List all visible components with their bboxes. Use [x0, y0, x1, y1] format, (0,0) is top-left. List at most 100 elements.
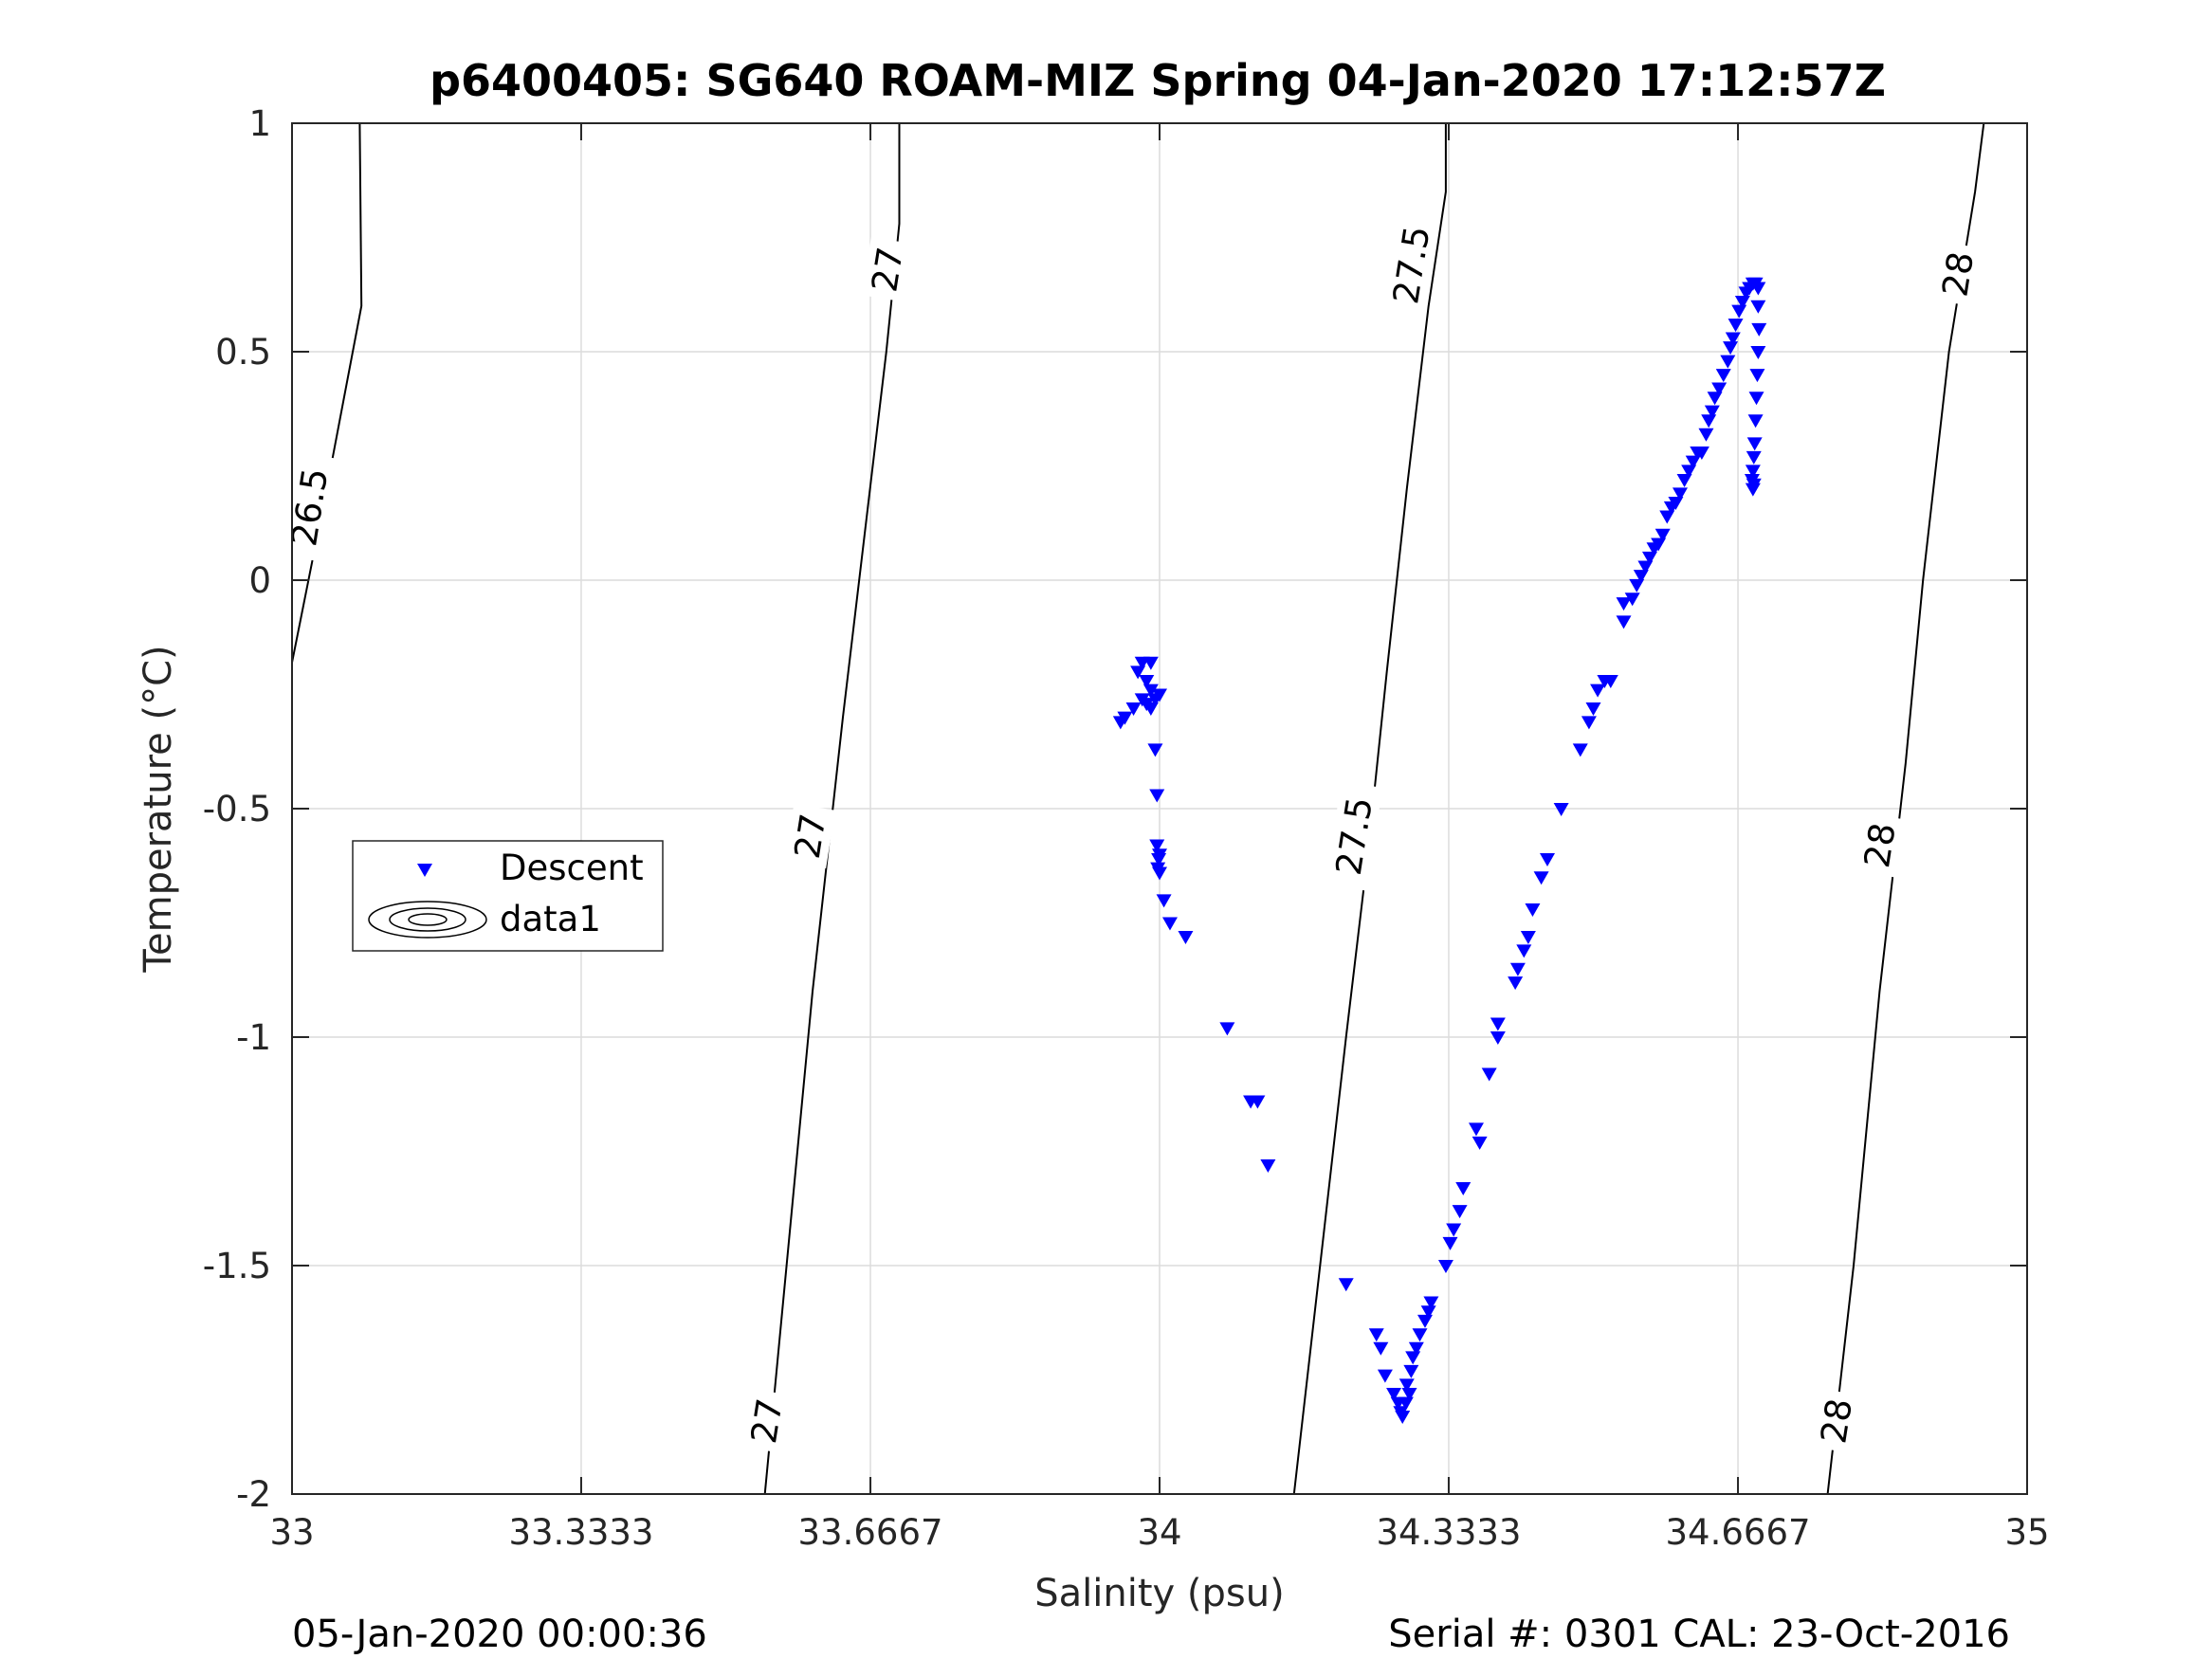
descent-point — [1373, 1341, 1389, 1356]
x-tick-label: 34.6667 — [1666, 1512, 1811, 1553]
y-axis-label: Temperature (°C) — [137, 645, 180, 973]
descent-point — [1147, 743, 1163, 757]
sigma-contour-27.5 — [1292, 123, 1447, 1494]
descent-point — [1412, 1328, 1428, 1342]
descent-point — [1452, 1205, 1468, 1219]
descent-point — [1468, 1122, 1484, 1137]
svg-text:28: 28 — [1813, 1395, 1860, 1446]
descent-point — [1616, 597, 1632, 611]
descent-point — [1125, 702, 1142, 716]
descent-point — [1750, 346, 1766, 359]
footer-date: 05-Jan-2020 00:00:36 — [292, 1613, 707, 1656]
descent-point — [1585, 702, 1601, 716]
descent-point — [1395, 1411, 1411, 1425]
descent-point — [1472, 1136, 1488, 1150]
descent-point — [1704, 405, 1720, 419]
descent-point — [1525, 903, 1541, 918]
descent-point — [1725, 332, 1741, 346]
descent-point — [1711, 382, 1728, 396]
descent-point — [1151, 853, 1167, 867]
x-tick-label: 35 — [2004, 1512, 2049, 1553]
descent-point — [1490, 1017, 1506, 1031]
svg-text:27: 27 — [743, 1395, 791, 1446]
descent-point — [1673, 487, 1688, 501]
descent-point — [1602, 675, 1618, 689]
x-tick-label: 33 — [269, 1512, 314, 1553]
descent-point — [1398, 1378, 1415, 1393]
descent-point — [1152, 866, 1167, 881]
descent-point — [1748, 392, 1764, 406]
descent-point — [1590, 684, 1606, 698]
descent-point — [1338, 1278, 1354, 1292]
y-tick-label: 1 — [248, 103, 271, 144]
descent-point — [1641, 551, 1657, 565]
descent-point — [1420, 1305, 1436, 1320]
contour-label: 27.5 — [1382, 210, 1440, 320]
descent-point — [1112, 716, 1128, 730]
descent-point — [1139, 675, 1155, 689]
descent-point — [1437, 1260, 1453, 1273]
svg-text:27: 27 — [787, 811, 834, 861]
descent-point — [1553, 803, 1569, 816]
contour-label: 28 — [1811, 1388, 1862, 1453]
svg-text:27: 27 — [864, 245, 911, 295]
descent-point — [1629, 578, 1645, 592]
legend-contour-icon — [368, 901, 487, 939]
descent-point — [1637, 560, 1654, 574]
contour-label: 27 — [784, 803, 835, 868]
contour-label: 27 — [862, 237, 913, 302]
descent-point — [1147, 693, 1163, 707]
descent-point — [1633, 570, 1649, 584]
descent-point — [1446, 1223, 1462, 1237]
descent-point — [1624, 592, 1640, 607]
axis-ticks: 33 33.3333 33.6667 34 34.3333 34.6667 35 -2 -1.5… — [203, 103, 2050, 1553]
descent-point — [1746, 437, 1763, 451]
legend-data1-label: data1 — [500, 899, 601, 939]
descent-point — [1668, 497, 1684, 511]
sigma-contour-26.5 — [292, 123, 363, 663]
descent-point — [1490, 1031, 1506, 1045]
contour-label: 28 — [1932, 242, 1983, 307]
descent-point — [1681, 465, 1697, 479]
descent-point — [1520, 930, 1536, 944]
x-tick-label: 33.6667 — [798, 1512, 943, 1553]
x-tick-label: 34.3333 — [1376, 1512, 1521, 1553]
descent-point — [1260, 1158, 1276, 1173]
descent-point — [1581, 716, 1597, 730]
descent-point — [1707, 392, 1723, 406]
descent-point — [1751, 322, 1767, 337]
descent-point — [1481, 1067, 1497, 1082]
x-axis-label: Salinity (psu) — [1034, 1572, 1284, 1615]
legend-box — [352, 840, 664, 952]
descent-point — [1156, 894, 1172, 908]
x-tick-label: 34 — [1137, 1512, 1181, 1553]
descent-point — [1442, 1236, 1458, 1250]
y-tick-label: -1.5 — [203, 1246, 271, 1286]
descent-point — [1750, 282, 1766, 296]
contour-label: 28 — [1854, 812, 1906, 878]
descent-point — [1408, 1341, 1424, 1356]
descent-point — [1720, 355, 1736, 369]
descent-point — [1728, 319, 1744, 333]
descent-point — [1509, 962, 1526, 976]
descent-point — [1616, 615, 1632, 629]
descent-point — [1143, 656, 1159, 670]
chart-title: p6400405: SG640 ROAM-MIZ Spring 04-Jan-2… — [430, 55, 1886, 106]
descent-point — [1750, 300, 1766, 314]
descent-point — [1508, 976, 1524, 991]
descent-point — [1745, 483, 1761, 497]
descent-point — [1746, 450, 1762, 465]
descent-point — [1219, 1022, 1235, 1036]
contour-label: 27.5 — [1325, 781, 1383, 891]
x-tick-label: 33.3333 — [508, 1512, 653, 1553]
descent-point — [1651, 538, 1667, 552]
descent-point — [1143, 684, 1159, 698]
descent-point — [1698, 428, 1714, 442]
contour-label: 27 — [740, 1388, 793, 1453]
descent-point — [1516, 944, 1532, 958]
y-tick-label: -1 — [236, 1017, 271, 1058]
descent-point — [1747, 414, 1764, 428]
descent-series — [1112, 277, 1767, 1425]
descent-point — [1178, 930, 1194, 944]
descent-point — [1161, 917, 1178, 931]
